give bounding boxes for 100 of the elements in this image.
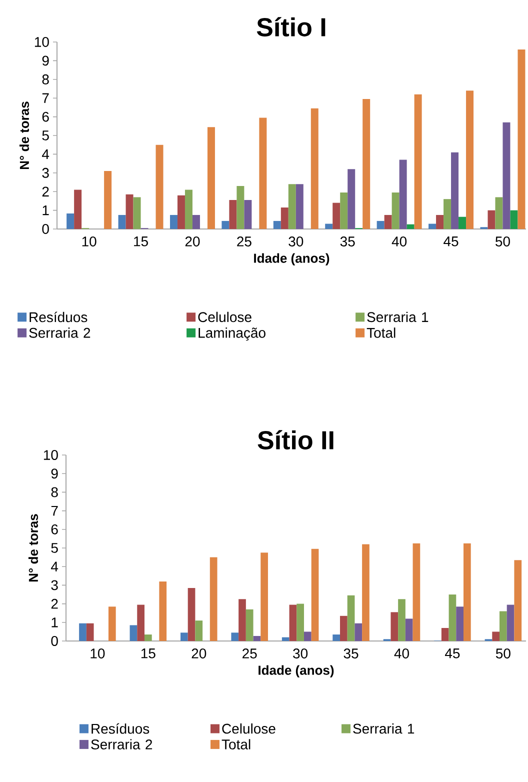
x-tick-label: 50 xyxy=(496,648,510,658)
bar xyxy=(466,90,474,229)
bar xyxy=(66,213,74,229)
x-tick-label: 45 xyxy=(444,236,458,246)
bar xyxy=(311,548,319,641)
bar xyxy=(236,186,244,229)
bar xyxy=(231,632,239,641)
legend-label: Serraria 2 xyxy=(91,739,152,750)
bar xyxy=(448,594,456,641)
bar xyxy=(144,634,152,641)
y-tick-label: 3 xyxy=(42,168,49,178)
x-tick-label: 35 xyxy=(344,648,358,658)
bar xyxy=(79,623,86,641)
bar xyxy=(192,214,200,229)
bar xyxy=(398,599,406,641)
y-tick-label: 10 xyxy=(34,37,49,47)
bar xyxy=(506,604,514,641)
bar xyxy=(325,224,333,229)
x-tick-label: 20 xyxy=(185,236,200,246)
y-tick-label: 0 xyxy=(42,224,49,234)
bar xyxy=(464,543,471,641)
bar xyxy=(296,604,304,641)
bar xyxy=(273,220,281,229)
legend-label: Serraria 2 xyxy=(29,328,90,338)
y-tick-label: 5 xyxy=(42,130,49,140)
bar xyxy=(514,560,522,641)
bar xyxy=(118,214,126,229)
bar xyxy=(348,169,356,229)
bar xyxy=(406,224,414,229)
bar xyxy=(259,118,267,229)
legend-label: Serraria 1 xyxy=(353,723,414,734)
y-tick-label: 1 xyxy=(52,618,58,628)
x-tick-label: 40 xyxy=(392,236,407,246)
bar xyxy=(500,611,507,641)
legend-label: Laminação xyxy=(198,328,266,341)
bar xyxy=(289,604,297,641)
bar xyxy=(428,224,436,229)
x-tick-label: 25 xyxy=(242,648,257,658)
bar xyxy=(451,152,459,229)
bar xyxy=(392,192,400,229)
y-tick-label: 9 xyxy=(51,468,58,479)
x-axis-title: Idade (anos) xyxy=(258,665,334,678)
bar xyxy=(347,595,355,641)
legend-label: Resíduos xyxy=(92,723,150,734)
bar xyxy=(260,552,268,641)
y-tick-label: 10 xyxy=(44,450,58,460)
legend-label: Celulose xyxy=(198,312,252,322)
y-tick-label: 2 xyxy=(51,598,58,609)
bar xyxy=(502,122,510,229)
y-axis-title: N° de toras xyxy=(19,102,30,170)
x-tick-label: 30 xyxy=(293,648,308,658)
x-tick-label: 15 xyxy=(134,236,148,246)
bar xyxy=(288,184,296,229)
bar xyxy=(332,634,340,641)
bar xyxy=(133,197,141,229)
x-axis-title: Idade (anos) xyxy=(254,253,330,266)
bar xyxy=(130,625,138,641)
bar xyxy=(354,623,362,641)
y-tick-label: 6 xyxy=(51,524,58,534)
bar xyxy=(412,543,420,641)
bar xyxy=(376,220,384,229)
legend-label: Celulose xyxy=(222,723,276,734)
bar xyxy=(492,632,500,641)
bar xyxy=(399,160,407,229)
bar xyxy=(340,192,348,229)
bar xyxy=(108,606,116,641)
y-tick-label: 0 xyxy=(51,636,58,646)
y-tick-label: 4 xyxy=(42,149,50,160)
bar xyxy=(296,184,304,229)
y-tick-label: 9 xyxy=(42,56,49,66)
y-tick-label: 2 xyxy=(42,186,49,196)
x-tick-label: 35 xyxy=(340,236,355,246)
bar xyxy=(177,195,185,229)
bar xyxy=(280,207,288,229)
y-tick-label: 8 xyxy=(42,74,49,84)
bar xyxy=(488,210,496,229)
x-tick-label: 50 xyxy=(496,236,510,246)
bar xyxy=(195,620,203,641)
chart-title: Sítio I xyxy=(256,17,326,36)
bar xyxy=(405,618,413,641)
y-tick-label: 5 xyxy=(51,543,58,553)
bar xyxy=(304,632,312,641)
bar xyxy=(238,599,246,641)
x-tick-label: 10 xyxy=(90,648,105,658)
bar xyxy=(246,609,254,641)
bar xyxy=(244,200,252,229)
bar xyxy=(188,588,196,641)
bar xyxy=(184,190,192,229)
y-tick-label: 7 xyxy=(51,506,58,516)
y-axis-title: N° de toras xyxy=(28,514,38,582)
bar xyxy=(180,632,188,641)
bar xyxy=(362,544,370,641)
bar xyxy=(86,623,94,641)
bar xyxy=(137,604,144,641)
bar xyxy=(253,636,261,641)
y-tick-label: 6 xyxy=(42,112,49,122)
x-tick-label: 40 xyxy=(394,648,409,658)
bar xyxy=(436,214,444,229)
x-tick-label: 25 xyxy=(237,236,252,246)
bar xyxy=(222,220,230,229)
